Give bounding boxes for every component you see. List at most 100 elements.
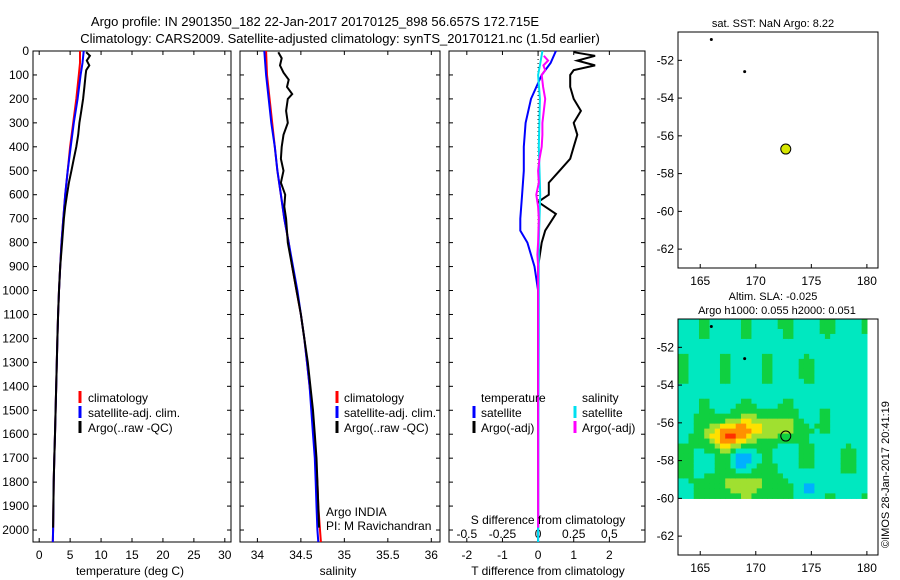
sla-field-cell bbox=[835, 338, 842, 345]
map-lon-label: 165 bbox=[690, 274, 710, 288]
sla-field-cell bbox=[772, 393, 779, 400]
sla-field-cell bbox=[740, 443, 747, 450]
sla-field-cell bbox=[735, 338, 742, 345]
sla-field-cell bbox=[683, 328, 690, 335]
sla-field-cell bbox=[814, 333, 821, 340]
sla-field-cell bbox=[709, 383, 716, 390]
sla-field-cell bbox=[803, 323, 810, 330]
sla-field-cell bbox=[782, 458, 789, 465]
sla-field-cell bbox=[803, 368, 810, 375]
sla-field-cell bbox=[840, 463, 847, 470]
sla-field-cell bbox=[756, 398, 763, 405]
sla-field-cell bbox=[751, 358, 758, 365]
salinity-xtick-label: 36 bbox=[425, 548, 439, 562]
sla-field-cell bbox=[777, 338, 784, 345]
sla-field-cell bbox=[777, 343, 784, 350]
sla-field-cell bbox=[788, 443, 795, 450]
sla-field-cell bbox=[735, 458, 742, 465]
sla-field-cell bbox=[756, 403, 763, 410]
sla-field-cell bbox=[835, 483, 842, 489]
sla-field-cell bbox=[704, 418, 711, 425]
sla-field-cell bbox=[719, 358, 726, 365]
sla-field-cell bbox=[824, 333, 831, 340]
difference-series-temperature-satellite bbox=[519, 50, 557, 542]
temperature-xtick-label: 10 bbox=[94, 548, 108, 562]
sla-field-cell bbox=[704, 453, 711, 460]
sla-field-cell bbox=[683, 353, 690, 360]
map-lat-label: -54 bbox=[657, 91, 675, 105]
sla-field-cell bbox=[772, 338, 779, 345]
sla-field-cell bbox=[830, 408, 837, 415]
sla-field-cell bbox=[772, 438, 779, 445]
sla-field-cell bbox=[814, 319, 821, 325]
sla-field-cell bbox=[746, 413, 753, 420]
sla-field-cell bbox=[740, 433, 747, 440]
sla-field-cell bbox=[798, 319, 805, 325]
sla-field-cell bbox=[798, 473, 805, 480]
sla-field-cell bbox=[746, 493, 753, 499]
sla-field-cell bbox=[782, 493, 789, 499]
sla-field-cell bbox=[688, 453, 695, 460]
sla-field-cell bbox=[830, 473, 837, 480]
sla-field-cell bbox=[704, 328, 711, 335]
sla-field-cell bbox=[772, 373, 779, 380]
sla-field-cell bbox=[730, 448, 737, 455]
sla-field-cell bbox=[772, 413, 779, 420]
sla-field-cell bbox=[819, 373, 826, 380]
sla-field-cell bbox=[777, 378, 784, 385]
sla-field-cell bbox=[688, 448, 695, 455]
sla-field-cell bbox=[740, 493, 747, 499]
sla-field-cell bbox=[793, 428, 800, 435]
sla-field-cell bbox=[840, 338, 847, 345]
sla-field-cell bbox=[751, 353, 758, 360]
sla-field-cell bbox=[861, 428, 868, 435]
sla-field-cell bbox=[835, 358, 842, 365]
sla-field-cell bbox=[782, 323, 789, 330]
sla-field-cell bbox=[777, 348, 784, 355]
sla-field-cell bbox=[761, 483, 768, 489]
sla-field-cell bbox=[746, 448, 753, 455]
sla-field-cell bbox=[746, 438, 753, 445]
sla-field-cell bbox=[793, 343, 800, 350]
sla-field-cell bbox=[814, 438, 821, 445]
sla-field-cell bbox=[782, 403, 789, 410]
float-position-marker bbox=[780, 143, 792, 155]
sla-field-cell bbox=[835, 388, 842, 395]
sla-field-cell bbox=[756, 483, 763, 489]
sla-field-cell bbox=[803, 413, 810, 420]
sla-field-cell bbox=[856, 468, 863, 475]
sla-field-cell bbox=[767, 408, 774, 415]
sla-field-cell bbox=[746, 408, 753, 415]
sla-field-cell bbox=[730, 388, 737, 395]
sla-field-cell bbox=[714, 383, 721, 390]
sla-field-cell bbox=[761, 343, 768, 350]
sla-field-cell bbox=[793, 388, 800, 395]
sla-field-cell bbox=[688, 488, 695, 494]
sla-field-cell bbox=[798, 423, 805, 430]
sla-field-cell bbox=[683, 393, 690, 400]
sla-field-cell bbox=[861, 323, 868, 330]
sla-field-cell bbox=[803, 448, 810, 455]
sla-field-cell bbox=[719, 388, 726, 395]
sla-field-cell bbox=[851, 358, 857, 365]
sla-field-cell bbox=[835, 418, 842, 425]
sla-field-cell bbox=[835, 428, 842, 435]
sla-field-cell bbox=[835, 473, 842, 480]
sla-field-cell bbox=[814, 463, 821, 470]
sla-field-cell bbox=[767, 463, 774, 470]
sla-field-cell bbox=[824, 383, 831, 390]
sla-field-cell bbox=[688, 473, 695, 480]
sla-field-cell bbox=[709, 413, 716, 420]
sla-field-cell bbox=[719, 328, 726, 335]
sla-field-cell bbox=[746, 473, 753, 480]
salinity-series-satellite-adj-clim- bbox=[263, 50, 320, 543]
sla-field-cell bbox=[845, 343, 852, 350]
sla-field-cell bbox=[698, 453, 705, 460]
depth-tick-label: 900 bbox=[9, 260, 29, 274]
sla-field-cell bbox=[830, 398, 837, 405]
sla-field-cell bbox=[835, 433, 842, 440]
sla-field-cell bbox=[861, 468, 868, 475]
sla-field-cell bbox=[861, 373, 868, 380]
sla-field-cell bbox=[824, 358, 831, 365]
sla-field-cell bbox=[782, 488, 789, 494]
